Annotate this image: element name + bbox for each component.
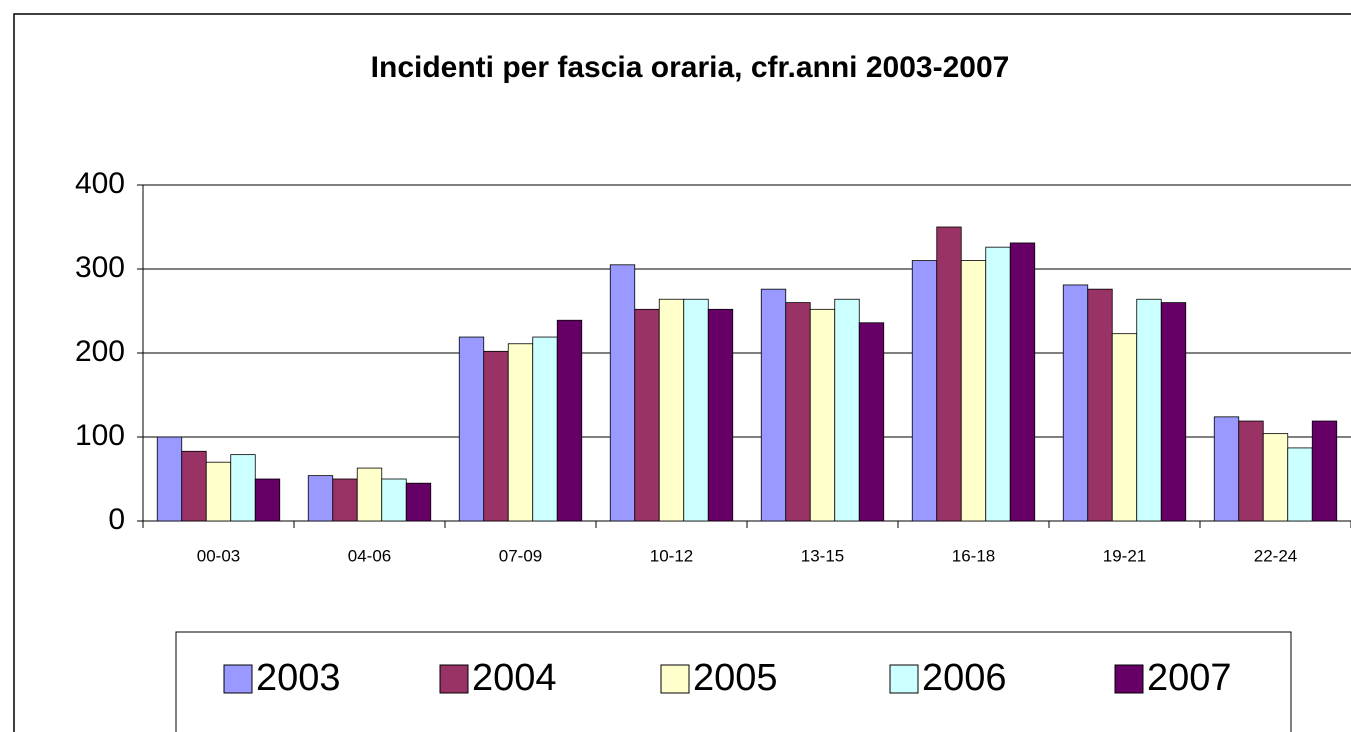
chart-title: Incidenti per fascia oraria, cfr.anni 20… — [371, 51, 1010, 84]
bar — [1213, 416, 1240, 522]
bar — [381, 478, 407, 522]
bar — [205, 461, 232, 522]
y-tick-label: 200 — [75, 335, 125, 368]
y-tick-label: 400 — [75, 167, 125, 200]
y-tick-label: 0 — [108, 503, 125, 536]
legend-label: 2007 — [1147, 657, 1232, 699]
bar — [809, 308, 836, 522]
legend-swatch — [223, 664, 253, 694]
bar — [1136, 298, 1162, 522]
legend-box — [175, 631, 1292, 732]
bar — [1111, 333, 1138, 522]
legend-swatch — [660, 664, 690, 694]
legend-swatch — [889, 664, 919, 694]
bar — [936, 226, 962, 522]
bar — [556, 319, 583, 522]
x-tick-label: 00-03 — [197, 546, 240, 565]
legend-swatch — [439, 664, 469, 694]
bar — [307, 475, 334, 522]
bar — [658, 298, 685, 522]
bar — [1160, 302, 1187, 522]
bar — [985, 246, 1011, 522]
bar — [1287, 447, 1313, 522]
bar — [1262, 433, 1289, 522]
bar — [356, 467, 383, 522]
bar — [634, 308, 660, 522]
bar — [1238, 420, 1264, 522]
bar — [156, 436, 183, 522]
bar — [911, 260, 938, 522]
bar — [532, 336, 558, 522]
y-tick-label: 300 — [75, 251, 125, 284]
x-tick-label: 19-21 — [1103, 546, 1146, 565]
bar — [458, 336, 485, 522]
bar — [1009, 242, 1036, 522]
bar — [609, 264, 636, 522]
bar — [858, 322, 885, 522]
legend-label: 2003 — [256, 657, 341, 699]
bar — [683, 298, 709, 522]
bar — [960, 260, 987, 522]
bar — [483, 350, 509, 522]
bar — [230, 454, 256, 522]
x-tick-label: 16-18 — [952, 546, 995, 565]
x-tick-label: 13-15 — [801, 546, 844, 565]
bar — [1062, 284, 1089, 522]
legend-swatch — [1114, 664, 1144, 694]
legend-label: 2006 — [922, 657, 1007, 699]
x-tick-label: 07-09 — [499, 546, 542, 565]
y-tick-label: 100 — [75, 419, 125, 452]
bar — [1087, 288, 1113, 522]
bar — [760, 288, 787, 522]
x-tick-label: 10-12 — [650, 546, 693, 565]
bar — [707, 308, 734, 522]
bar — [405, 482, 432, 522]
bar — [834, 298, 860, 522]
legend-label: 2005 — [693, 657, 778, 699]
bar — [507, 343, 534, 522]
x-tick-label: 04-06 — [348, 546, 391, 565]
bar — [332, 478, 358, 522]
legend-label: 2004 — [472, 657, 557, 699]
bar — [1311, 420, 1338, 522]
bar — [254, 478, 281, 522]
x-tick-label: 22-24 — [1254, 546, 1297, 565]
bar — [181, 450, 207, 522]
bar — [785, 302, 811, 522]
